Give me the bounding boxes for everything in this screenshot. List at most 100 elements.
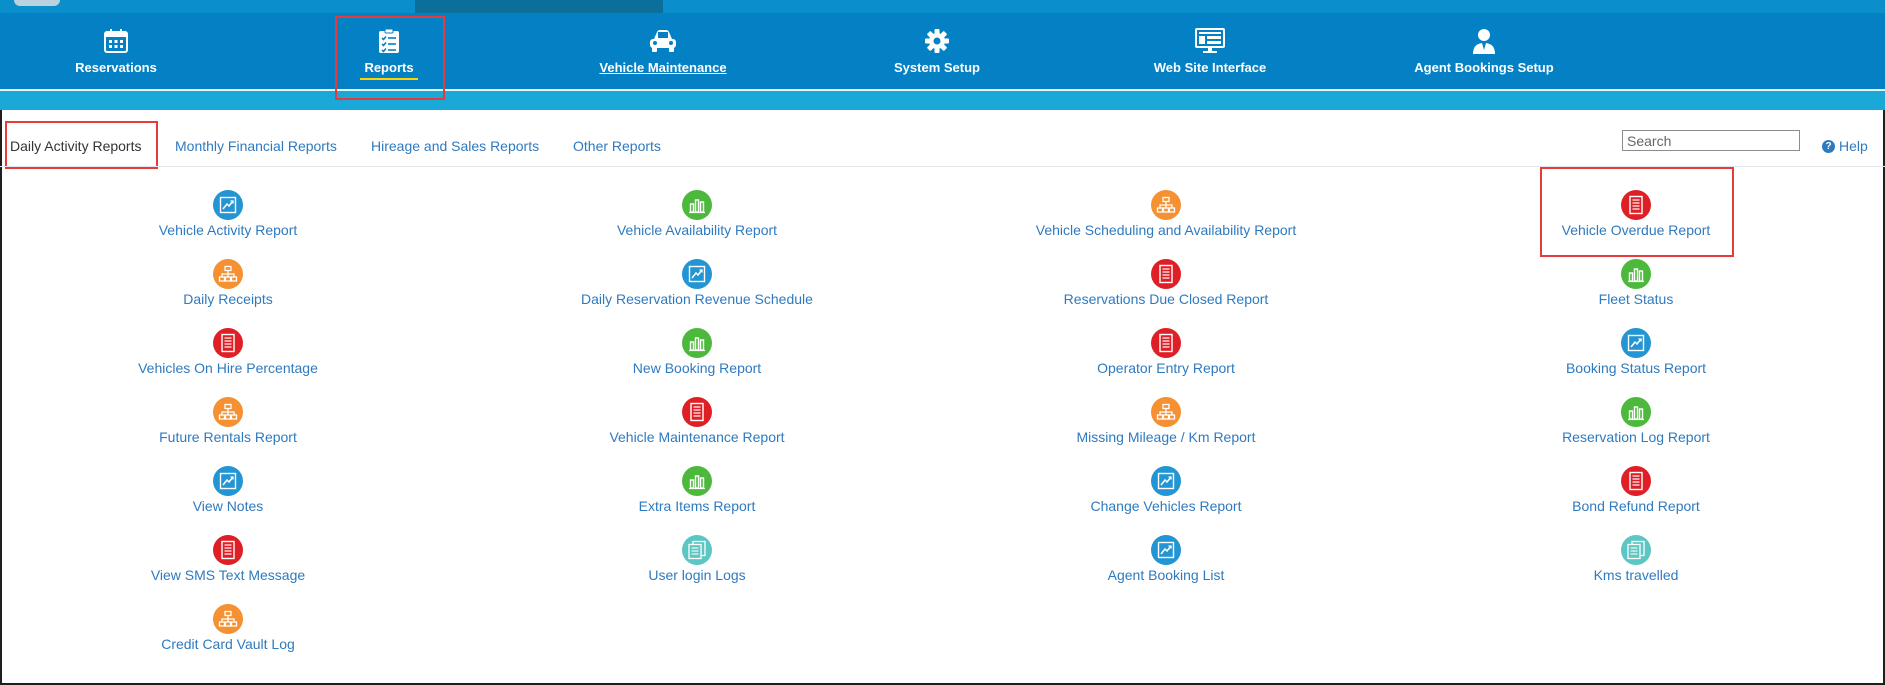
nav-item-vehicle-maintenance[interactable]: Vehicle Maintenance <box>599 13 727 89</box>
report-label: View SMS Text Message <box>150 567 306 583</box>
report-label: Future Rentals Report <box>159 429 297 445</box>
report-link[interactable]: Extra Items Report <box>527 466 867 514</box>
nav-item-system-setup[interactable]: System Setup <box>893 13 981 89</box>
document-icon <box>1621 466 1651 496</box>
document-icon <box>213 328 243 358</box>
line-chart-icon <box>682 259 712 289</box>
report-link[interactable]: Daily Reservation Revenue Schedule <box>527 259 867 307</box>
report-label: Vehicle Availability Report <box>616 222 778 238</box>
highlight-box-reports <box>335 16 445 100</box>
report-label: Vehicle Overdue Report <box>1561 222 1711 238</box>
documents-icon <box>682 535 712 565</box>
tab-hireage-and-sales-reports[interactable]: Hireage and Sales Reports <box>371 138 540 154</box>
org-chart-icon <box>1151 397 1181 427</box>
line-chart-icon <box>213 190 243 220</box>
report-link[interactable]: Future Rentals Report <box>58 397 398 445</box>
report-label: Daily Receipts <box>183 291 273 307</box>
nav-label: System Setup <box>894 60 980 75</box>
help-link[interactable]: ? Help <box>1822 138 1868 154</box>
report-link[interactable]: User login Logs <box>527 535 867 583</box>
document-icon <box>682 397 712 427</box>
document-icon <box>1621 190 1651 220</box>
nav-label: Agent Bookings Setup <box>1414 60 1554 75</box>
document-icon <box>1151 259 1181 289</box>
report-label: Change Vehicles Report <box>1090 498 1242 514</box>
org-chart-icon <box>213 397 243 427</box>
report-link[interactable]: Daily Receipts <box>58 259 398 307</box>
bar-chart-icon <box>682 466 712 496</box>
nav-item-web-site-interface[interactable]: Web Site Interface <box>1153 13 1267 89</box>
line-chart-icon <box>1621 328 1651 358</box>
org-chart-icon <box>213 259 243 289</box>
report-link[interactable]: New Booking Report <box>527 328 867 376</box>
report-link[interactable]: Missing Mileage / Km Report <box>996 397 1336 445</box>
report-label: Bond Refund Report <box>1572 498 1700 514</box>
nav-label: Reservations <box>75 60 157 75</box>
report-label: Fleet Status <box>1598 291 1674 307</box>
report-label: Credit Card Vault Log <box>161 636 295 652</box>
report-label: Vehicle Maintenance Report <box>609 429 785 445</box>
report-link[interactable]: Operator Entry Report <box>996 328 1336 376</box>
report-link[interactable]: Vehicle Overdue Report <box>1466 190 1806 238</box>
documents-icon <box>1621 535 1651 565</box>
main-nav: Reservations Reports Vehicle Maintenance… <box>0 13 1885 89</box>
clipboard-checklist-icon <box>374 27 404 55</box>
nav-item-agent-bookings-setup[interactable]: Agent Bookings Setup <box>1414 13 1554 89</box>
report-link[interactable]: Vehicles On Hire Percentage <box>58 328 398 376</box>
org-chart-icon <box>213 604 243 634</box>
report-label: Booking Status Report <box>1565 360 1707 376</box>
report-label: Vehicles On Hire Percentage <box>138 360 318 376</box>
report-link[interactable]: View Notes <box>58 466 398 514</box>
search-input[interactable] <box>1622 130 1800 151</box>
report-label: View Notes <box>192 498 264 514</box>
report-link[interactable]: Reservations Due Closed Report <box>996 259 1336 307</box>
line-chart-icon <box>213 466 243 496</box>
highlight-box-daily-activity <box>5 121 158 169</box>
report-label: Missing Mileage / Km Report <box>1076 429 1256 445</box>
report-link[interactable]: Vehicle Maintenance Report <box>527 397 867 445</box>
question-circle-icon: ? <box>1822 139 1835 153</box>
report-link[interactable]: Vehicle Activity Report <box>58 190 398 238</box>
report-link[interactable]: Booking Status Report <box>1466 328 1806 376</box>
top-strip <box>0 0 1885 13</box>
active-indicator <box>360 78 418 80</box>
nav-label: Vehicle Maintenance <box>599 60 727 75</box>
document-icon <box>213 535 243 565</box>
report-label: Operator Entry Report <box>1097 360 1235 376</box>
tab-daily-activity-reports[interactable]: Daily Activity Reports <box>10 138 142 154</box>
report-link[interactable]: Vehicle Scheduling and Availability Repo… <box>996 190 1336 238</box>
tab-monthly-financial-reports[interactable]: Monthly Financial Reports <box>175 138 337 154</box>
bar-chart-icon <box>1621 397 1651 427</box>
report-link[interactable]: Bond Refund Report <box>1466 466 1806 514</box>
nav-divider <box>0 89 1885 91</box>
calendar-icon <box>101 27 131 55</box>
nav-label: Web Site Interface <box>1153 60 1267 75</box>
tab-other-reports[interactable]: Other Reports <box>573 138 661 154</box>
nav-item-reports[interactable]: Reports <box>359 13 419 89</box>
report-link[interactable]: Agent Booking List <box>996 535 1336 583</box>
org-chart-icon <box>1151 190 1181 220</box>
report-link[interactable]: Change Vehicles Report <box>996 466 1336 514</box>
bar-chart-icon <box>682 328 712 358</box>
line-chart-icon <box>1151 535 1181 565</box>
nav-bottom-bar <box>0 91 1885 110</box>
report-link[interactable]: Fleet Status <box>1466 259 1806 307</box>
sub-tabs: Daily Activity Reports Monthly Financial… <box>0 110 1885 167</box>
report-label: New Booking Report <box>632 360 762 376</box>
car-icon <box>648 27 678 55</box>
report-link[interactable]: Vehicle Availability Report <box>527 190 867 238</box>
report-label: Vehicle Scheduling and Availability Repo… <box>1035 222 1297 238</box>
line-chart-icon <box>1151 466 1181 496</box>
report-label: Vehicle Activity Report <box>158 222 298 238</box>
nav-item-reservations[interactable]: Reservations <box>75 13 157 89</box>
report-label: Kms travelled <box>1593 567 1679 583</box>
report-link[interactable]: View SMS Text Message <box>58 535 398 583</box>
report-link[interactable]: Credit Card Vault Log <box>58 604 398 652</box>
document-icon <box>1151 328 1181 358</box>
report-link[interactable]: Kms travelled <box>1466 535 1806 583</box>
report-link[interactable]: Reservation Log Report <box>1466 397 1806 445</box>
report-label: Reservations Due Closed Report <box>1063 291 1269 307</box>
report-label: Reservation Log Report <box>1562 429 1710 445</box>
report-label: Extra Items Report <box>638 498 756 514</box>
